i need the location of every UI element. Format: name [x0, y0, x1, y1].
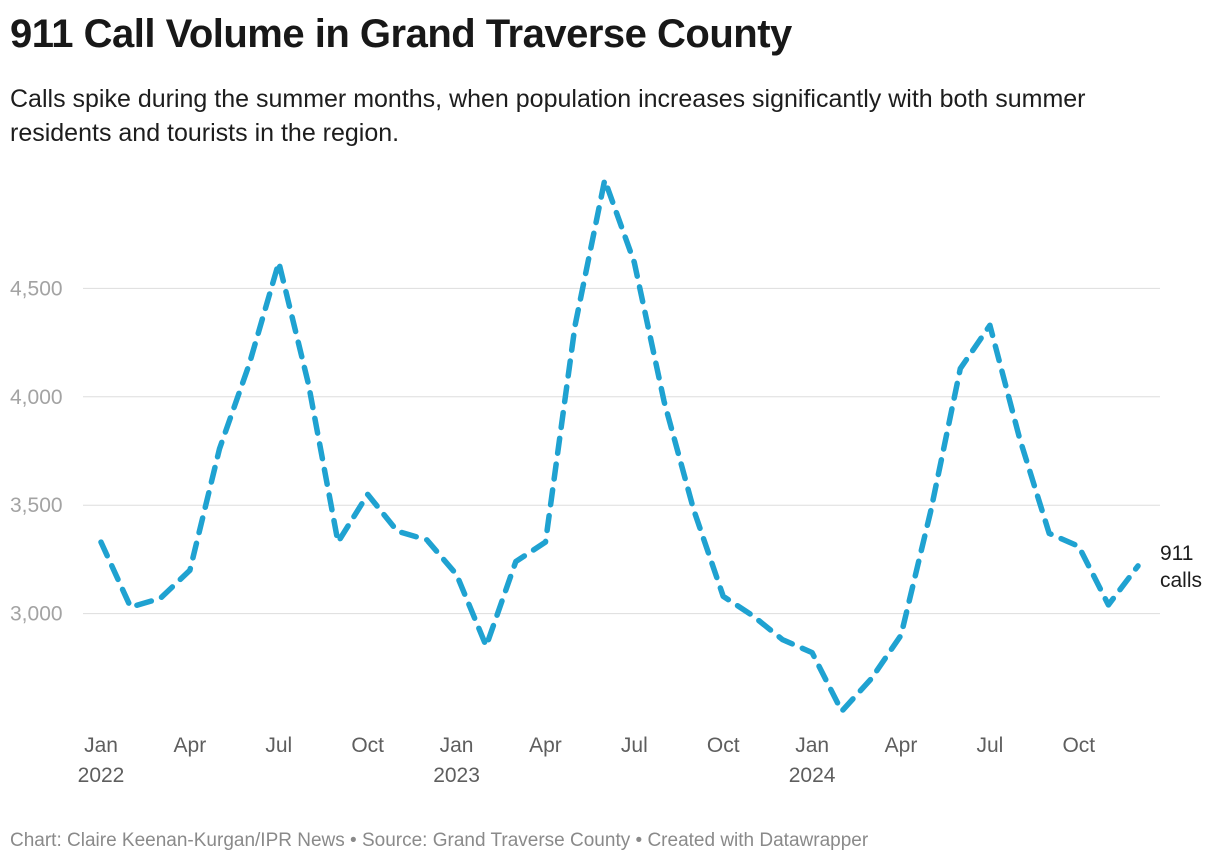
credit-separator: •	[344, 830, 362, 851]
series-line-911-calls	[98, 177, 1141, 714]
x-tick-year: 2022	[78, 764, 125, 787]
credit-author: Chart: Claire Keenan-Kurgan/IPR News	[10, 830, 345, 851]
series-label-layer: 911 calls	[1160, 542, 1202, 592]
x-tick-label: Jan	[84, 734, 118, 757]
x-tick-label: Apr	[529, 734, 562, 757]
x-tick-label: Jan	[440, 734, 474, 757]
y-tick-label: 4,500	[10, 277, 63, 300]
x-tick-label: Jul	[265, 734, 292, 757]
chart-credits: Chart: Claire Keenan-Kurgan/IPR News • S…	[10, 830, 868, 852]
x-tick-label: Jul	[976, 734, 1003, 757]
x-tick-label: Jul	[621, 734, 648, 757]
gridlines	[83, 287, 1160, 615]
x-tick-label: Oct	[1062, 734, 1095, 757]
x-tick-label: Apr	[174, 734, 207, 757]
credit-tool: Created with Datawrapper	[647, 830, 869, 851]
x-tick-year: 2023	[433, 764, 480, 787]
series-label: 911	[1160, 542, 1193, 565]
chart-subtitle: Calls spike during the summer months, wh…	[10, 85, 1086, 147]
chart-title: 911 Call Volume in Grand Traverse County	[10, 12, 792, 56]
series-label: calls	[1160, 569, 1202, 592]
x-tick-label: Oct	[351, 734, 384, 757]
y-axis-ticks: 3,000 3,500 4,000 4,500	[10, 277, 63, 625]
y-tick-label: 3,500	[10, 494, 63, 517]
x-tick-label: Apr	[885, 734, 918, 757]
x-tick-label: Jan	[795, 734, 829, 757]
y-tick-label: 4,000	[10, 386, 63, 409]
credit-separator: •	[630, 830, 648, 851]
series-layer	[98, 177, 1141, 714]
y-tick-label: 3,000	[10, 603, 63, 626]
credit-source: Source: Grand Traverse County	[361, 830, 631, 851]
x-tick-year: 2024	[789, 764, 836, 787]
x-axis-ticks: Jan 2022 Apr Jul Oct Jan 2023 Apr Jul Oct Jan 2024 A…	[78, 734, 1096, 787]
x-tick-label: Oct	[707, 734, 740, 757]
